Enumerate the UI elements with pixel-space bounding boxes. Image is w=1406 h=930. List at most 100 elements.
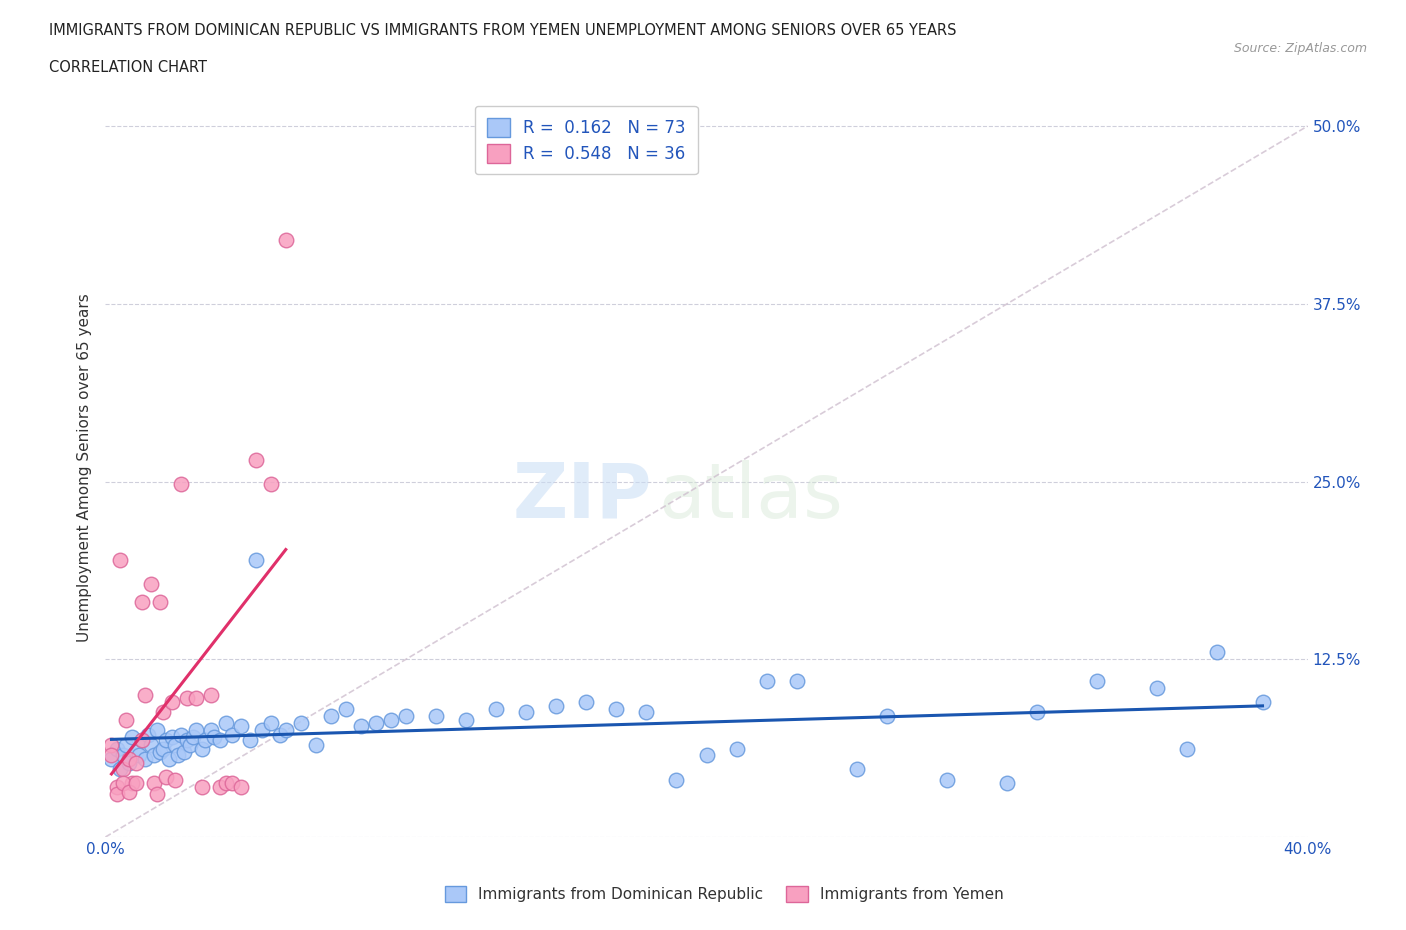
Point bbox=[636, 704, 658, 719]
Point bbox=[112, 776, 135, 790]
Point bbox=[118, 784, 141, 799]
Point bbox=[214, 776, 236, 790]
Point bbox=[364, 716, 387, 731]
Point bbox=[160, 730, 183, 745]
Point bbox=[380, 713, 402, 728]
Point bbox=[131, 733, 153, 748]
Point bbox=[202, 730, 225, 745]
Point bbox=[221, 727, 243, 742]
Point bbox=[121, 730, 143, 745]
Point bbox=[786, 673, 808, 688]
Point bbox=[148, 595, 170, 610]
Point bbox=[454, 713, 477, 728]
Point bbox=[184, 723, 207, 737]
Point bbox=[350, 719, 373, 734]
Point bbox=[173, 744, 195, 759]
Point bbox=[1175, 741, 1198, 756]
Point bbox=[131, 733, 153, 748]
Point bbox=[139, 577, 162, 591]
Point bbox=[112, 762, 135, 777]
Point bbox=[169, 727, 191, 742]
Point bbox=[155, 770, 177, 785]
Point bbox=[200, 687, 222, 702]
Point bbox=[152, 741, 174, 756]
Legend: R =  0.162   N = 73, R =  0.548   N = 36: R = 0.162 N = 73, R = 0.548 N = 36 bbox=[475, 106, 697, 175]
Text: Source: ZipAtlas.com: Source: ZipAtlas.com bbox=[1233, 42, 1367, 55]
Point bbox=[121, 776, 143, 790]
Point bbox=[157, 751, 180, 766]
Point bbox=[100, 751, 122, 766]
Point bbox=[575, 695, 598, 710]
Point bbox=[169, 477, 191, 492]
Point bbox=[107, 779, 129, 794]
Point bbox=[179, 737, 201, 752]
Point bbox=[725, 741, 748, 756]
Text: atlas: atlas bbox=[658, 460, 844, 534]
Point bbox=[1085, 673, 1108, 688]
Point bbox=[425, 709, 447, 724]
Point bbox=[845, 762, 868, 777]
Point bbox=[485, 701, 508, 716]
Point bbox=[269, 727, 291, 742]
Point bbox=[115, 737, 138, 752]
Point bbox=[134, 687, 156, 702]
Point bbox=[260, 716, 283, 731]
Point bbox=[145, 723, 167, 737]
Point bbox=[190, 741, 212, 756]
Point bbox=[245, 453, 267, 468]
Point bbox=[274, 723, 297, 737]
Point bbox=[184, 690, 207, 705]
Point bbox=[260, 477, 283, 492]
Text: IMMIGRANTS FROM DOMINICAN REPUBLIC VS IMMIGRANTS FROM YEMEN UNEMPLOYMENT AMONG S: IMMIGRANTS FROM DOMINICAN REPUBLIC VS IM… bbox=[49, 23, 956, 38]
Y-axis label: Unemployment Among Seniors over 65 years: Unemployment Among Seniors over 65 years bbox=[77, 293, 93, 642]
Point bbox=[176, 690, 198, 705]
Point bbox=[118, 751, 141, 766]
Point bbox=[124, 744, 146, 759]
Point bbox=[245, 552, 267, 567]
Point bbox=[190, 779, 212, 794]
Point bbox=[107, 787, 129, 802]
Point bbox=[1026, 704, 1049, 719]
Point bbox=[100, 737, 122, 752]
Point bbox=[395, 709, 418, 724]
Point bbox=[290, 716, 312, 731]
Point bbox=[163, 737, 186, 752]
Point bbox=[214, 716, 236, 731]
Point bbox=[107, 741, 129, 756]
Point bbox=[995, 776, 1018, 790]
Point bbox=[148, 744, 170, 759]
Point bbox=[696, 747, 718, 762]
Point bbox=[936, 773, 959, 788]
Point bbox=[100, 747, 122, 762]
Point bbox=[160, 695, 183, 710]
Point bbox=[1251, 695, 1274, 710]
Point bbox=[142, 776, 165, 790]
Point bbox=[152, 704, 174, 719]
Point bbox=[335, 701, 357, 716]
Point bbox=[239, 733, 262, 748]
Point bbox=[221, 776, 243, 790]
Point bbox=[546, 698, 568, 713]
Text: ZIP: ZIP bbox=[513, 460, 652, 534]
Point bbox=[145, 787, 167, 802]
Point bbox=[229, 719, 252, 734]
Point bbox=[128, 747, 150, 762]
Point bbox=[163, 773, 186, 788]
Point bbox=[115, 713, 138, 728]
Point bbox=[250, 723, 273, 737]
Point bbox=[605, 701, 627, 716]
Point bbox=[142, 747, 165, 762]
Point bbox=[139, 737, 162, 752]
Point bbox=[166, 747, 188, 762]
Text: CORRELATION CHART: CORRELATION CHART bbox=[49, 60, 207, 75]
Point bbox=[134, 751, 156, 766]
Point bbox=[876, 709, 898, 724]
Point bbox=[124, 776, 146, 790]
Point bbox=[319, 709, 342, 724]
Point bbox=[112, 747, 135, 762]
Point bbox=[1206, 644, 1229, 659]
Point bbox=[176, 733, 198, 748]
Legend: Immigrants from Dominican Republic, Immigrants from Yemen: Immigrants from Dominican Republic, Immi… bbox=[439, 880, 1010, 909]
Point bbox=[110, 552, 132, 567]
Point bbox=[118, 755, 141, 770]
